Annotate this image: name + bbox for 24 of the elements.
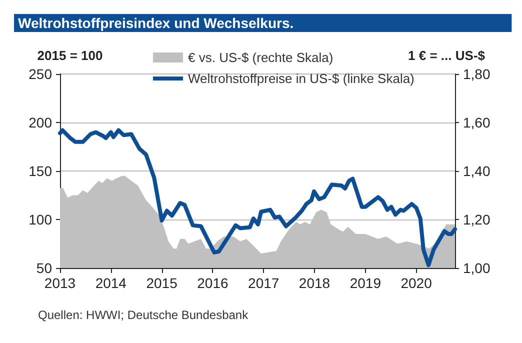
chart-title: Weltrohstoffpreisindex und Wechselkurs. [18,15,294,31]
x-tick-label: 2020 [400,275,432,291]
y-axis-title: 2015 = 100 [37,48,103,63]
x-tick-label: 2017 [248,275,280,291]
y-tick-label: 250 [28,66,52,82]
x-tick-label: 2013 [44,275,76,291]
y2-tick-label: 1,00 [463,260,490,276]
y-tick-label: 50 [36,260,52,276]
y2-tick-label: 1,40 [463,163,490,179]
y2-tick-label: 1,80 [463,66,490,82]
y2-axis-title: 1 € = ... US-$ [408,48,486,63]
y2-tick-label: 1,20 [463,212,490,228]
x-tick-label: 2019 [350,275,382,291]
y-tick-label: 200 [28,114,52,130]
legend-label: € vs. US-$ (rechte Skala) [188,50,334,65]
x-tick-label: 2014 [95,275,127,291]
x-tick-label: 2016 [197,275,228,291]
y-tick-label: 150 [28,163,52,179]
y2-tick-label: 1,60 [463,114,490,130]
legend-label: Weltrohstoffpreise in US-$ (linke Skala) [188,71,414,86]
x-tick-label: 2018 [298,275,330,291]
source-note: Quellen: HWWI; Deutsche Bundesbank [38,308,250,322]
x-tick-label: 2015 [146,275,178,291]
y-tick-label: 100 [28,212,52,228]
